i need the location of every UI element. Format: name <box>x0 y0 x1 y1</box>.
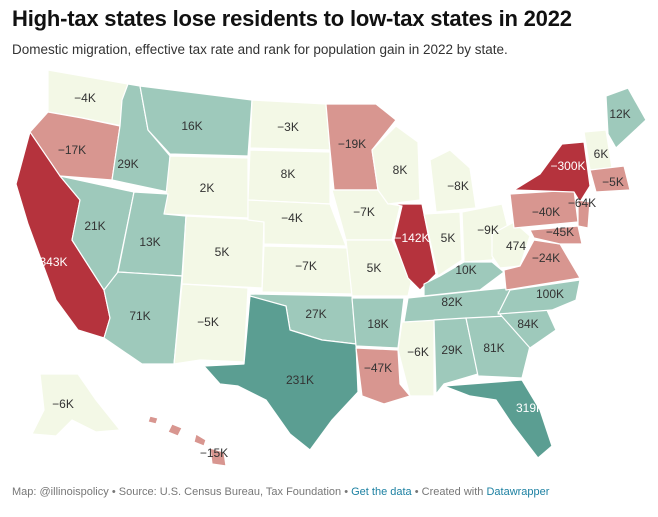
label-MT: 16K <box>181 119 202 133</box>
label-SD: 8K <box>281 167 296 181</box>
label-MA: −5K <box>602 175 624 189</box>
state-NM[interactable] <box>173 283 249 365</box>
label-NJ: −64K <box>568 196 596 210</box>
chart-title: High-tax states lose residents to low-ta… <box>12 6 572 31</box>
state-FL[interactable] <box>443 379 553 459</box>
state-MO[interactable] <box>345 239 413 297</box>
label-OK: 27K <box>305 307 326 321</box>
footer-sep-1: • <box>111 486 116 498</box>
label-NV: 21K <box>84 219 105 233</box>
state-AZ[interactable] <box>103 271 183 365</box>
label-NY: −300K <box>550 159 585 173</box>
state-MD[interactable] <box>529 225 583 245</box>
footer-sep-3: • <box>414 486 419 498</box>
label-ND: −3K <box>277 120 299 134</box>
state-NJ[interactable] <box>577 199 591 229</box>
label-GA: 81K <box>483 341 504 355</box>
label-NC: 100K <box>536 287 564 301</box>
label-UT: 13K <box>139 235 160 249</box>
footer-created-with: Created with <box>421 486 484 498</box>
label-WI: 8K <box>393 163 408 177</box>
label-PA: −40K <box>532 205 560 219</box>
label-WA: −4K <box>74 91 96 105</box>
footer-source: Source: U.S. Census Bureau, Tax Foundati… <box>118 486 342 498</box>
label-MI: −8K <box>447 179 469 193</box>
label-MD: −45K <box>546 225 574 239</box>
label-IA: −7K <box>353 205 375 219</box>
label-AK: −6K <box>52 397 74 411</box>
label-KY: 10K <box>455 263 476 277</box>
label-AZ: 71K <box>129 309 150 323</box>
label-MO: 5K <box>367 261 382 275</box>
state-NC[interactable] <box>497 279 581 315</box>
label-OR: −17K <box>58 143 86 157</box>
footer-sep-2: • <box>344 486 349 498</box>
state-WI[interactable] <box>371 125 421 205</box>
label-SC: 84K <box>517 317 538 331</box>
state-NE[interactable] <box>247 199 347 247</box>
label-CO: 5K <box>215 245 230 259</box>
label-MN: −19K <box>338 137 366 151</box>
label-MS: −6K <box>407 345 429 359</box>
label-HI: −15K <box>200 446 228 460</box>
state-MI[interactable] <box>429 149 477 213</box>
footer: Map: @illinoispolicy • Source: U.S. Cens… <box>12 486 549 498</box>
state-AL[interactable] <box>433 317 479 395</box>
footer-credit: Map: @illinoispolicy <box>12 486 109 498</box>
state-TX[interactable] <box>203 295 359 451</box>
state-GA[interactable] <box>465 315 531 379</box>
label-FL: 319K <box>516 401 544 415</box>
label-TX: 231K <box>286 373 314 387</box>
label-WY: 2K <box>200 181 215 195</box>
label-TN: 82K <box>441 295 462 309</box>
state-MT[interactable] <box>139 85 253 157</box>
chart-subtitle: Domestic migration, effective tax rate a… <box>12 42 508 57</box>
datawrapper-link[interactable]: Datawrapper <box>486 486 550 498</box>
label-AL: 29K <box>441 343 462 357</box>
label-CA: −343K <box>32 255 67 269</box>
label-VT: 6K <box>594 147 609 161</box>
state-AK[interactable] <box>31 373 121 437</box>
state-ME[interactable] <box>605 87 647 149</box>
state-shapes <box>15 69 647 467</box>
state-labels: −4K −17K −343K 21K 29K 16K 2K 13K 71K 5K… <box>32 91 630 460</box>
label-IL: −142K <box>394 231 429 245</box>
label-KS: −7K <box>295 259 317 273</box>
label-AR: 18K <box>367 317 388 331</box>
state-MA[interactable] <box>589 165 631 193</box>
label-OH: −9K <box>477 223 499 237</box>
state-IN[interactable] <box>423 211 463 277</box>
get-the-data-link[interactable]: Get the data <box>351 486 412 498</box>
label-NE: −4K <box>281 211 303 225</box>
label-NM: −5K <box>197 315 219 329</box>
label-ID: 29K <box>117 157 138 171</box>
state-NY[interactable] <box>513 141 591 203</box>
label-VA: −24K <box>532 251 560 265</box>
label-LA: −47K <box>364 361 392 375</box>
label-IN: 5K <box>441 231 456 245</box>
state-HI[interactable] <box>147 415 227 467</box>
label-ME: 12K <box>609 107 630 121</box>
label-WV: 474 <box>506 239 526 253</box>
